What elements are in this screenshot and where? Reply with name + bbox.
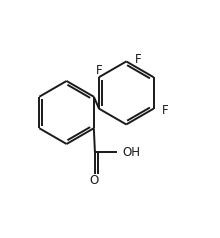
- Text: O: O: [89, 174, 99, 187]
- Text: F: F: [96, 64, 102, 77]
- Text: F: F: [162, 104, 169, 117]
- Text: F: F: [135, 53, 142, 66]
- Text: OH: OH: [122, 146, 140, 159]
